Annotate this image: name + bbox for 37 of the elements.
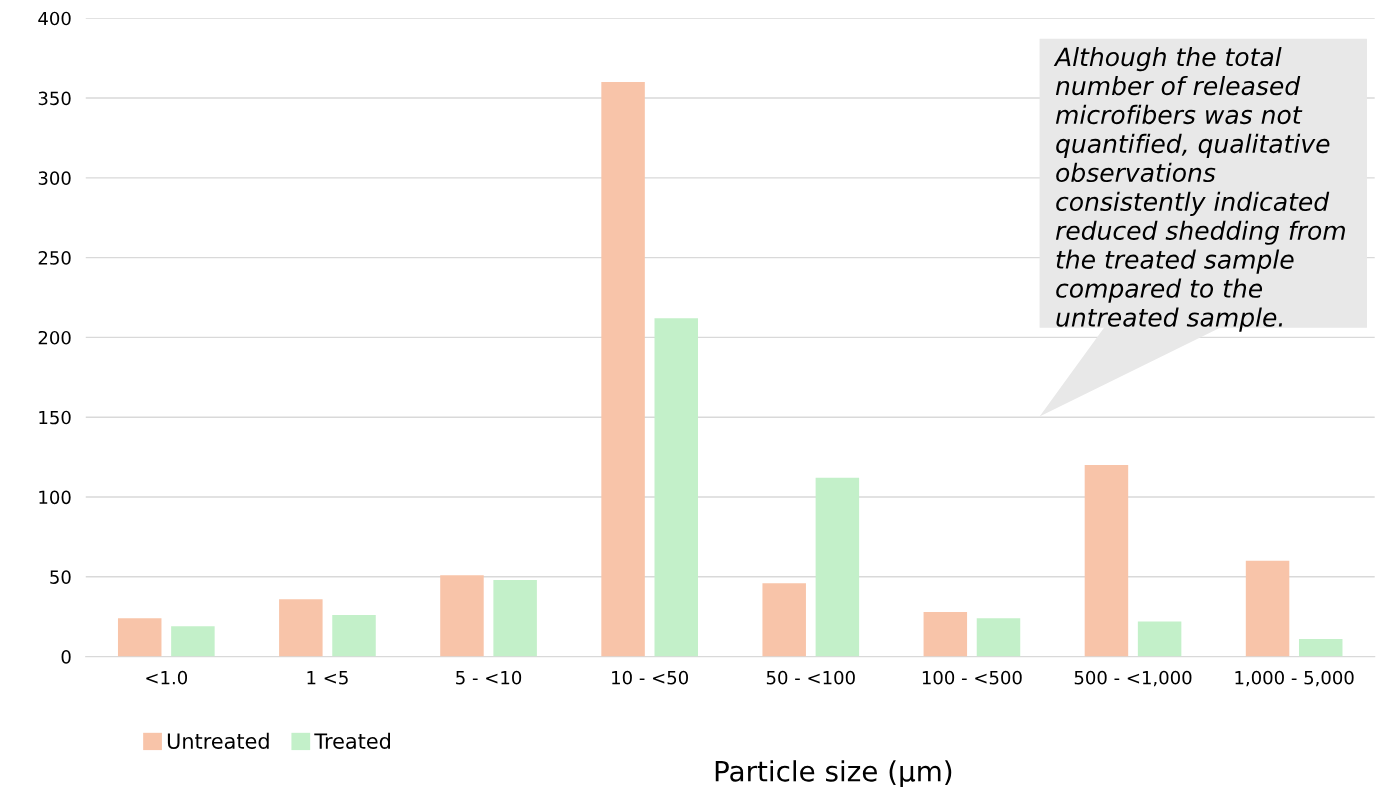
x-tick-label: 500 - <1,000 — [1074, 670, 1192, 687]
y-tick-label: 0 — [61, 650, 71, 664]
bar — [654, 318, 698, 657]
y-tick-label: 300 — [38, 171, 71, 185]
x-tick-label: <1.0 — [146, 670, 188, 685]
bar — [1245, 560, 1290, 657]
bar — [762, 583, 806, 657]
bar — [601, 82, 645, 657]
x-tick-label: 50 - <100 — [766, 670, 855, 685]
y-tick-label: 50 — [50, 570, 71, 584]
x-tick-label: 100 - <500 — [922, 670, 1022, 685]
x-tick-label: 5 - <10 — [456, 670, 522, 685]
y-tick-label: 250 — [38, 251, 71, 265]
bar — [815, 477, 860, 657]
y-tick-label: 100 — [39, 490, 71, 505]
bar — [117, 618, 162, 657]
bar — [1137, 621, 1182, 657]
legend-label: Untreated — [167, 732, 269, 749]
x-tick-label: 1 <5 — [307, 671, 348, 685]
bar — [923, 611, 968, 657]
bar — [171, 626, 215, 657]
bar — [1084, 465, 1129, 657]
x-tick-label: 1,000 - 5,000 — [1235, 670, 1354, 687]
y-tick-label: 150 — [39, 410, 71, 425]
text: Although the total number of released microfibers was not quantified, qualitative observations consistently indicated reduced shedding from the treated sample compared to the untreated sample. — [1053, 46, 1345, 332]
y-tick-label: 400 — [38, 11, 71, 26]
legend-label: Treated — [314, 732, 390, 749]
y-tick-label: 350 — [38, 91, 71, 106]
x-axis-title: Particle size (µm) — [715, 760, 952, 788]
bar — [440, 575, 484, 657]
bar — [1298, 639, 1343, 657]
bar — [279, 599, 323, 657]
bar — [976, 618, 1021, 657]
x-tick-label: 10 - <50 — [612, 670, 688, 685]
bar — [332, 615, 376, 657]
bar — [493, 580, 537, 657]
y-tick-label: 200 — [38, 330, 71, 345]
